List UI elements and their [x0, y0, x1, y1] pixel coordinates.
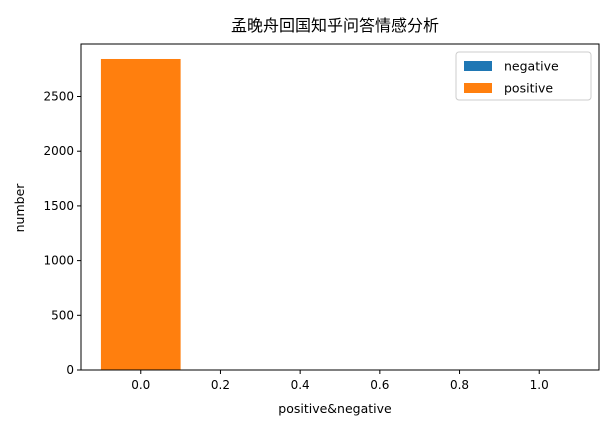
x-tick-label: 0.2: [211, 378, 230, 392]
x-tick-label: 0.0: [131, 378, 150, 392]
y-tick-label: 2500: [43, 90, 74, 104]
x-axis-ticks: 0.0 0.2 0.4 0.6 0.8 1.0: [131, 370, 549, 392]
y-tick-label: 2000: [43, 144, 74, 158]
legend-label-positive: positive: [504, 81, 553, 96]
x-tick-label: 0.8: [450, 378, 469, 392]
y-axis-label: number: [12, 183, 27, 233]
legend-swatch-positive: [464, 83, 492, 93]
y-tick-label: 0: [66, 363, 74, 377]
y-axis-ticks: 0 500 1000 1500 2000 2500: [43, 90, 81, 377]
bar-positive-0: [100, 58, 181, 371]
x-tick-label: 1.0: [530, 378, 549, 392]
x-axis-label: positive&negative: [278, 401, 392, 416]
y-tick-label: 1500: [43, 199, 74, 213]
y-tick-label: 500: [51, 308, 74, 322]
plot-frame: [80, 43, 600, 371]
legend-label-negative: negative: [504, 59, 559, 74]
legend-swatch-negative: [464, 61, 492, 71]
bars-group: [100, 58, 181, 371]
legend: negative positive: [455, 51, 592, 101]
x-tick-label: 0.4: [291, 378, 310, 392]
chart-title: 孟晚舟回国知乎问答情感分析: [231, 16, 439, 35]
y-tick-label: 1000: [43, 254, 74, 268]
x-tick-label: 0.6: [370, 378, 389, 392]
